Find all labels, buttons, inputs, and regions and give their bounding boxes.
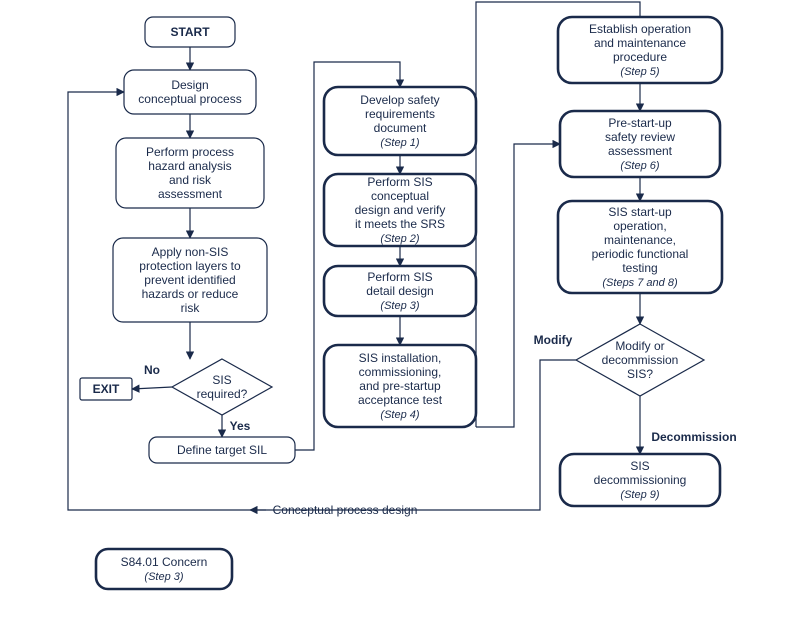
node-text: and maintenance [594, 36, 686, 50]
node-text: SIS start-up [608, 205, 672, 219]
node-text: risk [181, 301, 201, 315]
node-text: hazards or reduce [142, 287, 239, 301]
node-start: START [145, 17, 235, 47]
node-text: SIS installation, [359, 351, 442, 365]
node-text: operation, [613, 219, 666, 233]
node-text: Define target SIL [177, 443, 267, 457]
edge [132, 387, 172, 389]
node-text: and pre-startup [359, 379, 441, 393]
node-text: prevent identified [144, 273, 235, 287]
node-design: Designconceptual process [124, 70, 256, 114]
node-text: SIS? [627, 367, 653, 381]
node-text: EXIT [93, 382, 120, 396]
edge-label: Decommission [651, 430, 736, 444]
step-label: (Step 1) [380, 137, 419, 149]
node-text: assessment [608, 144, 673, 158]
node-exit: EXIT [80, 378, 132, 400]
node-hazard: Perform processhazard analysisand riskas… [116, 138, 264, 208]
node-text: Design [171, 78, 208, 92]
node-text: procedure [613, 50, 667, 64]
node-step9: SISdecommissioning (Step 9) [560, 454, 720, 506]
node-text: SIS [212, 373, 231, 387]
node-text: protection layers to [139, 259, 241, 273]
node-step6: Pre-start-upsafety reviewassessment (Step… [560, 111, 720, 177]
node-text: conceptual [371, 189, 429, 203]
node-text: Perform SIS [367, 270, 432, 284]
node-text: Perform process [146, 145, 234, 159]
edge-label: Modify [534, 333, 573, 347]
edge [476, 144, 560, 427]
node-text: assessment [158, 187, 223, 201]
node-text: decommissioning [594, 473, 687, 487]
step-label: (Step 2) [380, 233, 419, 245]
node-text: required? [197, 387, 248, 401]
node-text: Perform SIS [367, 175, 432, 189]
node-text: acceptance test [358, 393, 443, 407]
node-text: and risk [169, 173, 212, 187]
step-label: (Step 4) [380, 409, 419, 421]
node-step2: Perform SISconceptualdesign and verifyit… [324, 174, 476, 246]
node-apply: Apply non-SISprotection layers toprevent… [113, 238, 267, 322]
node-text: requirements [365, 107, 435, 121]
node-define: Define target SIL [149, 437, 295, 463]
node-text: maintenance, [604, 233, 676, 247]
node-text: commissioning, [359, 365, 442, 379]
node-text: Establish operation [589, 22, 691, 36]
node-text: conceptual process [138, 92, 241, 106]
node-text: safety review [605, 130, 675, 144]
node-text: document [374, 121, 427, 135]
node-step4: SIS installation,commissioning,and pre-s… [324, 345, 476, 427]
node-text: design and verify [355, 203, 446, 217]
node-step1: Develop safetyrequirementsdocument (Step … [324, 87, 476, 155]
node-text: SIS [630, 459, 649, 473]
node-text: it meets the SRS [355, 217, 445, 231]
node-text: detail design [366, 284, 433, 298]
step-label: (Step 5) [620, 66, 659, 78]
step-label: (Step 3) [144, 571, 183, 583]
node-step5: Establish operationand maintenanceproced… [558, 17, 722, 83]
node-text: Modify or [615, 339, 664, 353]
node-step3: Perform SISdetail design (Step 3) [324, 266, 476, 316]
node-text: Apply non-SIS [152, 245, 229, 259]
step-label: (Step 9) [620, 489, 659, 501]
step-label: (Steps 7 and 8) [602, 277, 678, 289]
step-label: (Step 6) [620, 160, 659, 172]
node-text: Develop safety [360, 93, 439, 107]
node-text: periodic functional [592, 247, 689, 261]
node-text: START [170, 25, 210, 39]
node-decision1: SISrequired? [172, 359, 272, 415]
node-decision2: Modify ordecommissionSIS? [576, 324, 704, 396]
edge-label: No [144, 363, 160, 377]
node-text: hazard analysis [148, 159, 231, 173]
node-text: decommission [602, 353, 679, 367]
edge-label: Yes [230, 419, 251, 433]
node-step78: SIS start-upoperation,maintenance,period… [558, 201, 722, 293]
node-text: S84.01 Concern [121, 555, 208, 569]
node-text: testing [622, 261, 657, 275]
node-text: Pre-start-up [608, 116, 672, 130]
node-legend: S84.01 Concern (Step 3) [96, 549, 232, 589]
feedback-label: Conceptual process design [273, 503, 418, 517]
step-label: (Step 3) [380, 300, 419, 312]
